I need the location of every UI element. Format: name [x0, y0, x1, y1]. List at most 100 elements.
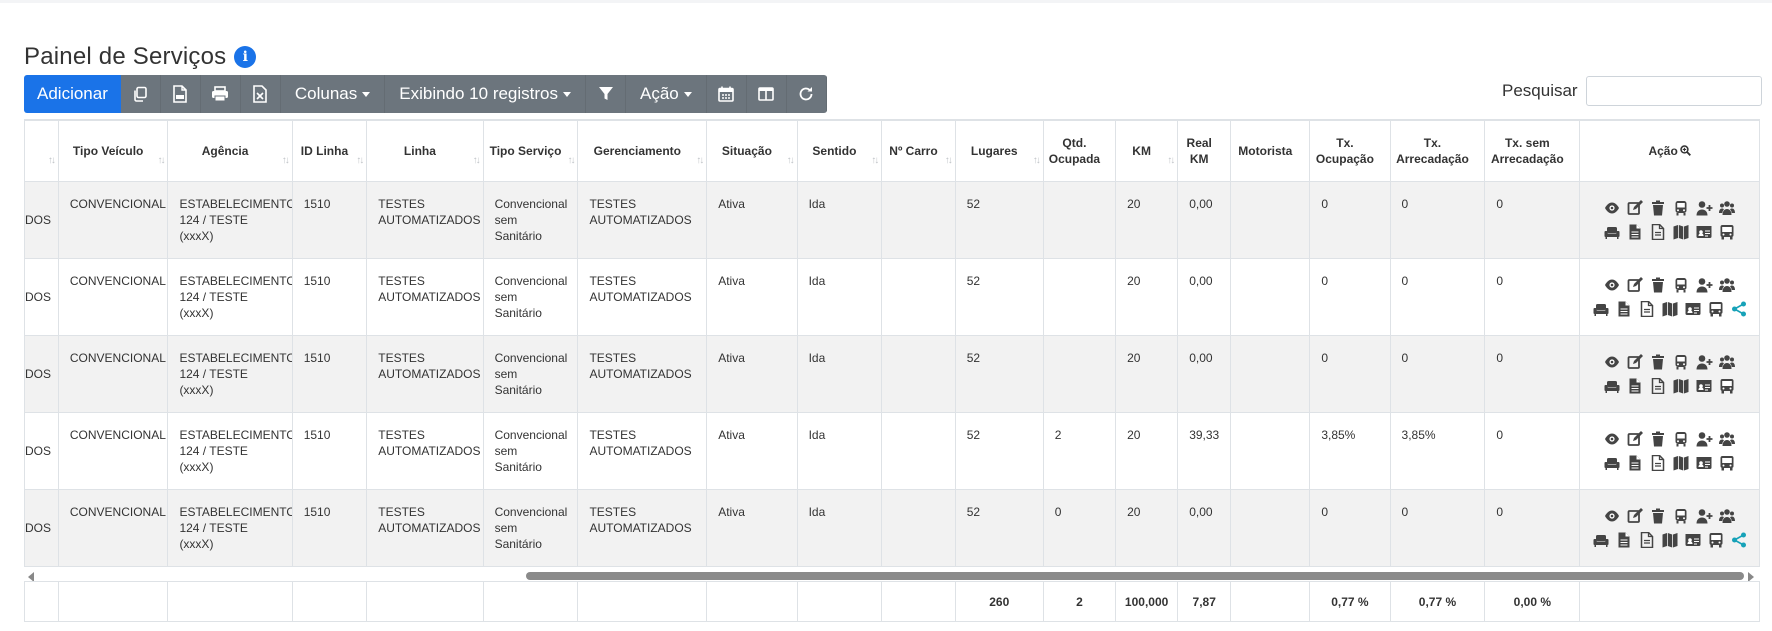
column-header-agencia[interactable]: Agência ↑↓ — [167, 121, 293, 182]
print-button[interactable] — [200, 75, 241, 113]
table-row[interactable]: DOS CONVENCIONAL ESTABELECIMENTO 124 / TES… — [24, 334, 1760, 413]
map-icon[interactable] — [1672, 224, 1690, 240]
eye-icon[interactable] — [1603, 200, 1621, 216]
user-plus-icon[interactable] — [1695, 431, 1713, 447]
users-icon[interactable] — [1718, 508, 1736, 524]
edit-icon[interactable] — [1626, 199, 1644, 216]
column-header-motorista[interactable]: Motorista — [1230, 121, 1311, 182]
trash-icon[interactable] — [1649, 200, 1667, 216]
edit-icon[interactable] — [1626, 353, 1644, 370]
sort-icon[interactable]: ↑↓ — [871, 154, 879, 166]
user-plus-icon[interactable] — [1695, 508, 1713, 524]
table-row[interactable]: DOS CONVENCIONAL ESTABELECIMENTO 124 / TES… — [24, 257, 1760, 336]
users-icon[interactable] — [1718, 431, 1736, 447]
sort-icon[interactable]: ↑↓ — [696, 154, 704, 166]
sort-icon[interactable]: ↑↓ — [157, 154, 165, 166]
search-input[interactable] — [1585, 76, 1762, 106]
column-header-tipo-veiculo[interactable]: Tipo Veículo ↑↓ — [57, 121, 169, 182]
trash-icon[interactable] — [1649, 431, 1667, 447]
sort-icon[interactable]: ↑↓ — [786, 154, 795, 166]
column-header-gerenciamento[interactable]: Gerenciamento ↑↓ — [577, 121, 708, 182]
bus-front-icon[interactable] — [1672, 508, 1690, 524]
bus-icon[interactable] — [1718, 378, 1736, 394]
column-header-acao[interactable]: Ação — [1579, 121, 1760, 182]
file-icon[interactable] — [1626, 378, 1644, 394]
id-card-icon[interactable] — [1684, 532, 1702, 548]
bus-front-icon[interactable] — [1672, 431, 1690, 447]
column-header-real-km[interactable]: Real KM — [1177, 121, 1232, 182]
column-header-linha[interactable]: Linha ↑↓ — [366, 121, 484, 182]
eye-icon[interactable] — [1603, 354, 1621, 370]
filter-button[interactable] — [586, 75, 627, 113]
trash-icon[interactable] — [1649, 508, 1667, 524]
column-header-tx-ocupacao[interactable]: Tx. Ocupação — [1309, 121, 1391, 182]
sofa-icon[interactable] — [1603, 455, 1621, 471]
sort-icon[interactable]: ↑↓ — [281, 154, 290, 166]
file-icon[interactable] — [1615, 301, 1633, 317]
bus-icon[interactable] — [1707, 301, 1725, 317]
display-records-dropdown[interactable]: Exibindo 10 registros — [385, 75, 587, 113]
id-card-icon[interactable] — [1695, 378, 1713, 394]
map-icon[interactable] — [1672, 455, 1690, 471]
sort-icon[interactable]: ↑↓ — [356, 154, 364, 166]
bus-icon[interactable] — [1718, 224, 1736, 240]
sofa-icon[interactable] — [1592, 301, 1610, 317]
bus-icon[interactable] — [1707, 532, 1725, 548]
sort-icon[interactable]: ↑↓ — [567, 154, 575, 166]
scroll-right-arrow-icon[interactable] — [1748, 572, 1754, 582]
column-header-km[interactable]: KM ↑↓ — [1115, 121, 1179, 182]
search-zoom-icon[interactable] — [1680, 145, 1691, 156]
layout-button[interactable] — [746, 75, 787, 113]
edit-icon[interactable] — [1626, 276, 1644, 293]
column-header-id-linha[interactable]: ID Linha ↑↓ — [291, 121, 368, 182]
edit-icon[interactable] — [1626, 430, 1644, 447]
users-icon[interactable] — [1718, 200, 1736, 216]
sort-icon[interactable]: ↑↓ — [472, 154, 481, 166]
bus-icon[interactable] — [1718, 455, 1736, 471]
scrollbar-thumb[interactable] — [526, 572, 1744, 580]
file-icon[interactable] — [1626, 224, 1644, 240]
column-header-tx-sem-arrecadacao[interactable]: Tx. sem Arrecadação — [1484, 121, 1581, 182]
table-row[interactable]: DOS CONVENCIONAL ESTABELECIMENTO 124 / TES… — [24, 411, 1760, 490]
copy-button[interactable] — [120, 75, 161, 113]
sort-icon[interactable]: ↑↓ — [1032, 154, 1041, 166]
sofa-icon[interactable] — [1603, 224, 1621, 240]
map-icon[interactable] — [1661, 532, 1679, 548]
map-icon[interactable] — [1672, 378, 1690, 394]
sort-icon[interactable]: ↑↓ — [47, 154, 56, 166]
sofa-icon[interactable] — [1603, 378, 1621, 394]
column-header-qtd-ocupada[interactable]: Qtd. Ocupada — [1042, 121, 1117, 182]
column-header-sentido[interactable]: Sentido ↑↓ — [796, 121, 883, 182]
eye-icon[interactable] — [1603, 508, 1621, 524]
table-row[interactable]: DOS CONVENCIONAL ESTABELECIMENTO 124 / TES… — [24, 180, 1760, 259]
users-icon[interactable] — [1718, 354, 1736, 370]
trash-icon[interactable] — [1649, 354, 1667, 370]
column-header-n-carro[interactable]: Nº Carro ↑↓ — [881, 121, 956, 182]
calendar-button[interactable] — [706, 75, 747, 113]
scroll-left-arrow-icon[interactable] — [28, 572, 34, 582]
column-header-situacao[interactable]: Situação ↑↓ — [706, 121, 798, 182]
user-plus-icon[interactable] — [1695, 200, 1713, 216]
info-icon[interactable]: i — [234, 46, 257, 68]
file-text-icon[interactable] — [1649, 223, 1667, 240]
column-header-tipo-servico[interactable]: Tipo Serviço ↑↓ — [482, 121, 579, 182]
map-icon[interactable] — [1661, 301, 1679, 317]
refresh-button[interactable] — [786, 75, 827, 113]
table-row[interactable]: DOS CONVENCIONAL ESTABELECIMENTO 124 / TES… — [24, 488, 1760, 567]
trash-icon[interactable] — [1649, 277, 1667, 293]
action-dropdown[interactable]: Ação — [626, 75, 707, 113]
share-icon[interactable] — [1730, 532, 1748, 548]
bus-front-icon[interactable] — [1672, 277, 1690, 293]
file-icon[interactable] — [1626, 455, 1644, 471]
excel-button[interactable] — [240, 75, 281, 113]
add-button[interactable]: Adicionar — [24, 75, 121, 113]
sort-icon[interactable]: ↑↓ — [1167, 154, 1175, 166]
columns-dropdown[interactable]: Colunas — [280, 75, 386, 113]
bus-front-icon[interactable] — [1672, 354, 1690, 370]
sofa-icon[interactable] — [1592, 532, 1610, 548]
horizontal-scrollbar[interactable] — [24, 568, 1760, 584]
file-text-icon[interactable] — [1638, 531, 1656, 548]
column-header-lugares[interactable]: Lugares ↑↓ — [954, 121, 1044, 182]
file-icon[interactable] — [1615, 532, 1633, 548]
pdf-button[interactable] — [160, 75, 201, 113]
